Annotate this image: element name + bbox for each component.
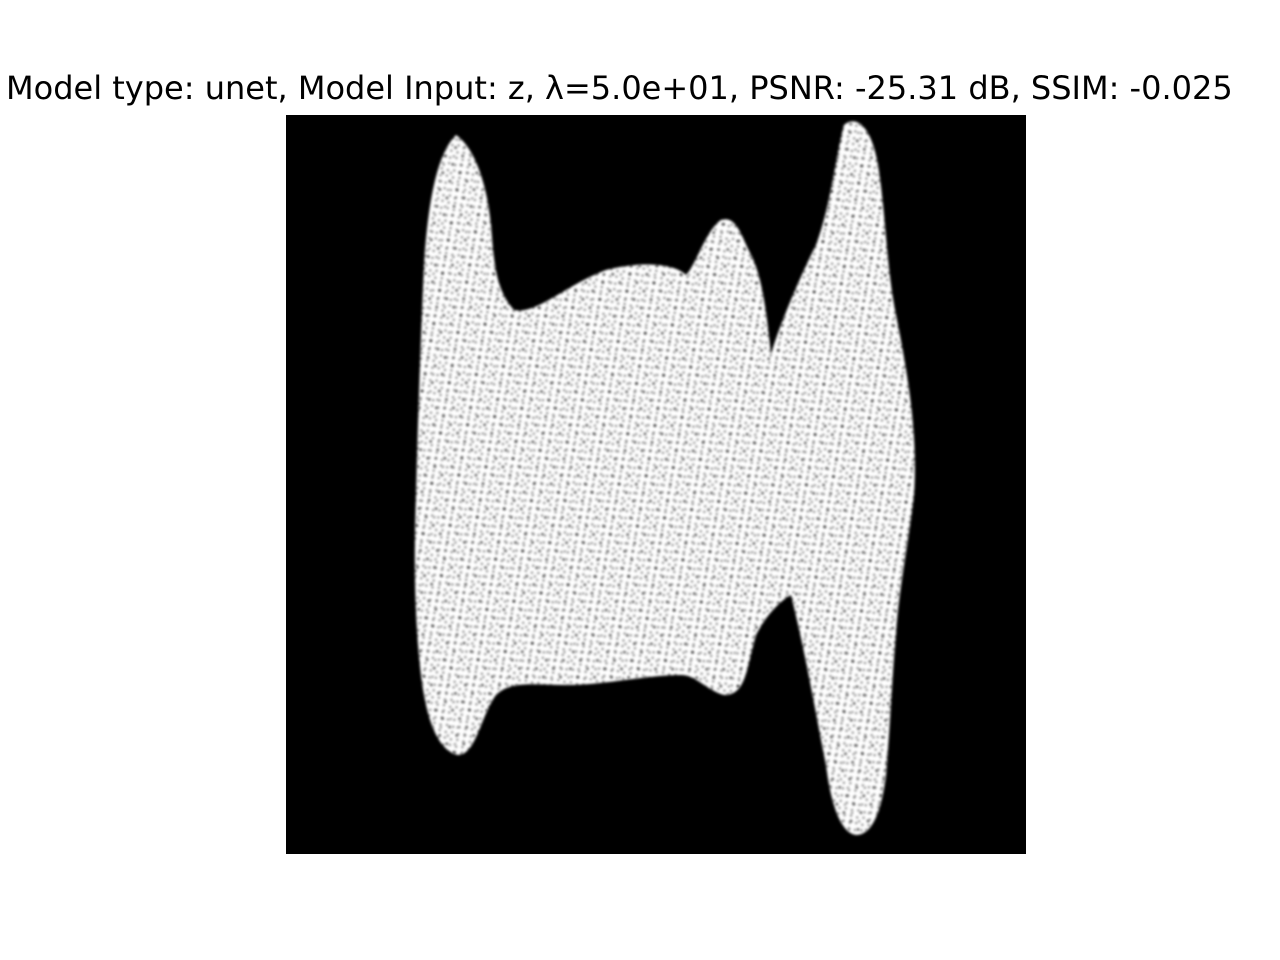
reconstruction-image xyxy=(286,115,1026,854)
figure-title: Model type: unet, Model Input: z, λ=5.0e… xyxy=(0,66,1280,110)
